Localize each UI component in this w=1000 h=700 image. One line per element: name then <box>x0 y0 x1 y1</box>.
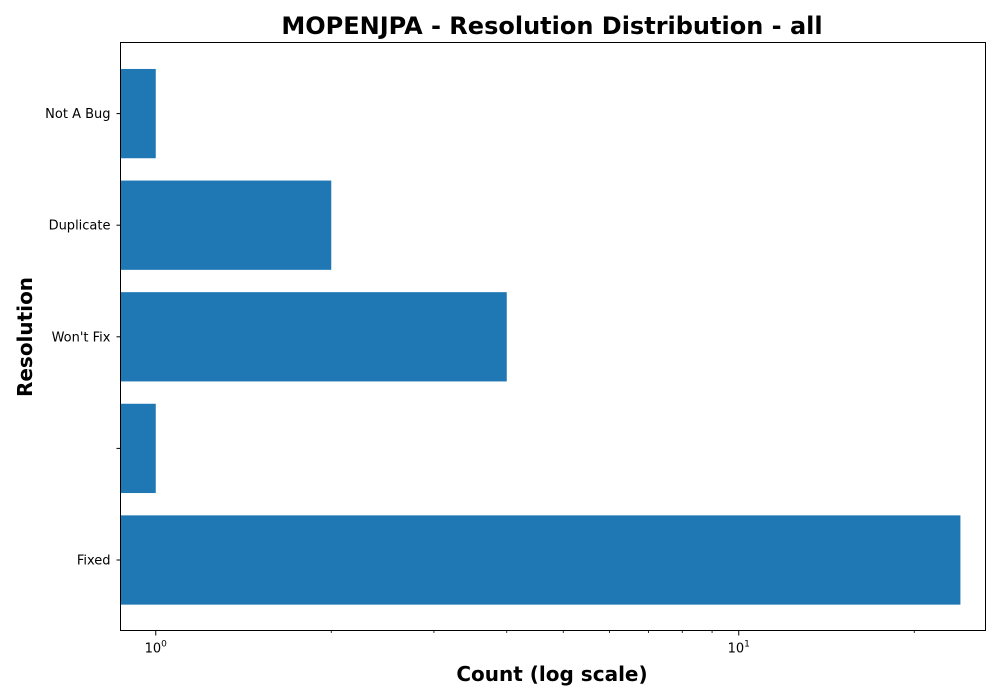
bar <box>120 68 156 159</box>
bars-group <box>120 68 961 605</box>
x-tick-label: 100 <box>145 640 168 657</box>
x-axis-label: Count (log scale) <box>456 662 647 686</box>
bar <box>120 180 332 270</box>
x-tick-label: 101 <box>728 640 750 657</box>
x-tick-exponent: 1 <box>744 640 750 650</box>
y-tick-label: Duplicate <box>49 219 111 234</box>
x-tick-base: 10 <box>145 642 162 657</box>
bar <box>120 515 961 605</box>
y-tick-label: Not A Bug <box>45 107 110 122</box>
y-axis-label: Resolution <box>13 277 37 397</box>
chart-title: MOPENJPA - Resolution Distribution - all <box>281 12 822 40</box>
bar <box>120 292 507 382</box>
bar <box>120 403 156 494</box>
plot-frame <box>120 42 986 631</box>
y-tick-label: Won't Fix <box>52 330 111 345</box>
y-tick-label: Fixed <box>77 554 111 569</box>
x-tick-exponent: 0 <box>161 640 167 650</box>
x-tick-base: 10 <box>728 642 745 657</box>
